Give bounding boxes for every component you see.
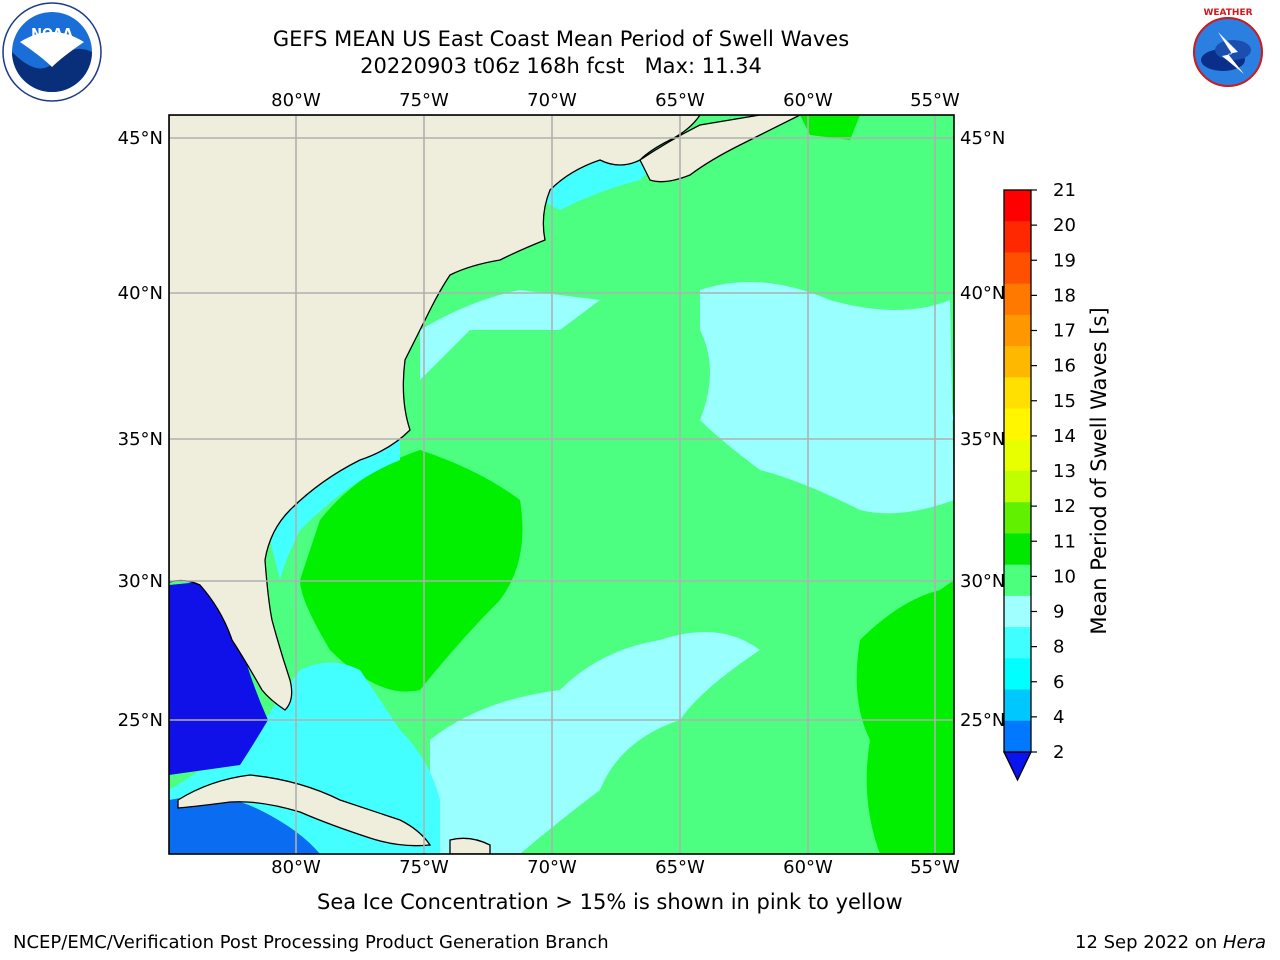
colorbar-segment [1004, 564, 1031, 597]
colorbar-segment [1004, 502, 1031, 534]
colorbar-segment [1004, 252, 1031, 285]
lon-label-bottom: 70°W [527, 857, 577, 878]
gulf-of-mexico-region [169, 582, 268, 775]
lon-label-top: 70°W [527, 90, 577, 111]
lon-label-top: 60°W [783, 90, 833, 111]
lon-label-bottom: 60°W [783, 857, 833, 878]
colorbar-tick-label: 13 [1053, 461, 1076, 482]
colorbar-tick-label: 14 [1053, 426, 1076, 447]
colorbar-tick-label: 19 [1053, 250, 1076, 271]
latitude-labels-left: 45°N 40°N 35°N 30°N 25°N [118, 128, 163, 731]
nws-logo: WEATHER [1179, 3, 1277, 101]
colorbar-segment [1004, 190, 1031, 222]
colorbar-segment [1004, 408, 1031, 441]
colorbar-tick-label: 20 [1053, 215, 1076, 236]
lat-label-left: 25°N [118, 710, 163, 731]
colorbar-tick-label: 10 [1053, 566, 1076, 587]
swell-region-cyan [540, 155, 660, 210]
lat-label-left: 45°N [118, 128, 163, 149]
north-america-land [169, 115, 701, 711]
colorbar-segment [1004, 471, 1031, 503]
swell-region-light-cyan [420, 290, 600, 380]
chart-title: GEFS MEAN US East Coast Mean Period of S… [272, 27, 850, 51]
colorbar-tick-label: 15 [1053, 391, 1076, 412]
swell-region-bright-green [300, 450, 523, 692]
colorbar-segment [1004, 377, 1031, 410]
lon-label-top: 75°W [399, 90, 449, 111]
cuba-land [177, 774, 432, 847]
colorbar-segment [1004, 439, 1031, 472]
lon-label-bottom: 65°W [655, 857, 705, 878]
colorbar-segment [1004, 283, 1031, 316]
date-host: Hera [1222, 932, 1266, 953]
colorbar-segment [1004, 627, 1031, 659]
svg-text:WEATHER: WEATHER [1203, 8, 1252, 18]
chart-subtitle: 20220903 t06z 168h fcst Max: 11.34 [360, 54, 762, 78]
colorbar-label: Mean Period of Swell Waves [s] [1087, 307, 1111, 634]
svg-text:NOAA: NOAA [31, 27, 73, 42]
lat-label-right: 30°N [960, 571, 1005, 592]
colorbar-segment [1004, 720, 1031, 753]
lon-label-bottom: 75°W [399, 857, 449, 878]
colorbar-extend-triangle [1002, 751, 1033, 782]
colorbar-segment [1004, 689, 1031, 722]
map-plot-area [169, 115, 954, 854]
swell-region-bright-green [800, 115, 860, 140]
colorbar [1002, 189, 1033, 782]
colorbar-segment [1004, 221, 1031, 253]
lat-label-left: 35°N [118, 429, 163, 450]
colorbar-tick-label: 18 [1053, 285, 1076, 306]
colorbar-segment [1004, 658, 1031, 691]
colorbar-segment [1004, 533, 1031, 566]
colorbar-tick-label: 2 [1053, 742, 1064, 763]
date-text: 12 Sep 2022 on [1075, 932, 1223, 953]
colorbar-segment [1004, 314, 1031, 347]
swell-region-bright-green [856, 580, 954, 854]
longitude-labels-top: 80°W 75°W 70°W 65°W 60°W 55°W [271, 90, 960, 111]
map-frame [168, 114, 955, 855]
colorbar-tick-label: 8 [1053, 637, 1064, 658]
lat-label-right: 25°N [960, 710, 1005, 731]
lon-label-bottom: 80°W [271, 857, 321, 878]
colorbar-tick-label: 16 [1053, 356, 1076, 377]
lon-label-bottom: 55°W [910, 857, 960, 878]
colorbar-segment [1004, 346, 1031, 378]
sea-ice-note: Sea Ice Concentration > 15% is shown in … [317, 890, 903, 914]
caribbean-region [169, 796, 320, 854]
colorbar-tick-labels: 21 20 19 18 17 16 15 14 13 12 11 10 9 8 6 4 2 [1031, 180, 1076, 763]
colorbar-tick-label: 6 [1053, 672, 1064, 693]
lat-label-right: 40°N [960, 283, 1005, 304]
longitude-labels-bottom: 80°W 75°W 70°W 65°W 60°W 55°W [271, 857, 960, 878]
noaa-logo: NOAA [2, 2, 102, 102]
colorbar-segment [1004, 595, 1031, 628]
lat-label-left: 40°N [118, 283, 163, 304]
lon-label-top: 65°W [655, 90, 705, 111]
swell-region-cyan [270, 440, 400, 580]
colorbar-tick-label: 9 [1053, 602, 1064, 623]
colorbar-tick-label: 11 [1053, 531, 1076, 552]
colorbar-tick-label: 12 [1053, 496, 1076, 517]
map-gridlines [169, 115, 954, 854]
swell-region-light-cyan [430, 632, 760, 854]
swell-region-light-cyan [820, 345, 954, 430]
credit-line: NCEP/EMC/Verification Post Processing Pr… [13, 932, 609, 953]
colorbar-tick-label: 17 [1053, 321, 1076, 342]
lon-label-top: 80°W [271, 90, 321, 111]
colorbar-tick-label: 4 [1053, 707, 1064, 728]
lat-label-left: 30°N [118, 571, 163, 592]
lon-label-top: 55°W [910, 90, 960, 111]
lat-label-right: 45°N [960, 128, 1005, 149]
hispaniola-land [449, 837, 491, 854]
date-stamp: 12 Sep 2022 on Hera [1075, 932, 1266, 953]
swell-region-light-cyan [700, 282, 954, 514]
lat-label-right: 35°N [960, 429, 1005, 450]
latitude-labels-right: 45°N 40°N 35°N 30°N 25°N [960, 128, 1005, 731]
colorbar-tick-label: 21 [1053, 180, 1076, 201]
